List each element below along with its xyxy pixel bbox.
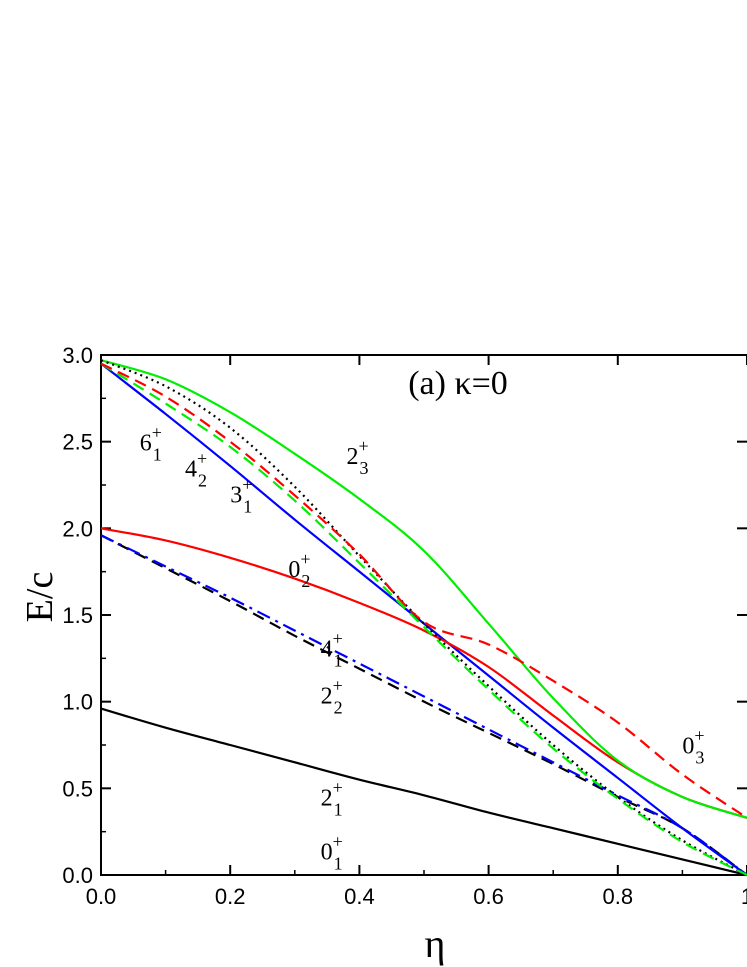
state-label-2: 3+ 1 <box>230 474 252 516</box>
plot-axes: 0.0 0.2 0.4 0.6 0.8 1 0.0 0.5 1.0 1.5 2.0 2.5 3.0 <box>62 343 747 909</box>
plot-frame <box>100 354 747 876</box>
x-axis-label: η <box>425 921 446 966</box>
state-label-3: 2+ 3 <box>346 436 368 478</box>
state-label-8: 2+ 1 <box>321 778 343 820</box>
series-line-0 <box>100 707 747 877</box>
y-tick-label: 1.0 <box>62 690 93 715</box>
series-line-4 <box>100 527 747 819</box>
state-label-5: 4+ 1 <box>321 629 343 671</box>
x-tick-label: 0.8 <box>603 884 634 909</box>
x-tick-label: 0.0 <box>86 884 117 909</box>
annotation-layer: 6+ 1 4+ 2 3+ 1 2+ 3 0+ 2 4+ 1 2+ 2 0+ 3 2+ 1 0+ 1 <box>140 422 705 873</box>
y-tick-label: 0.0 <box>62 863 93 888</box>
y-tick-label: 2.0 <box>62 516 93 541</box>
x-tick-label: 0.6 <box>473 884 504 909</box>
state-label-6: 2+ 2 <box>321 675 343 717</box>
state-label-9: 0+ 1 <box>321 831 343 873</box>
y-tick-label: 3.0 <box>62 343 93 368</box>
y-axis-label: E/c <box>19 572 61 623</box>
x-tick-label: 1 <box>741 884 747 909</box>
series-line-8 <box>100 362 747 819</box>
y-tick-label: 1.5 <box>62 603 93 628</box>
series-layer <box>100 359 747 877</box>
y-tick-label: 0.5 <box>62 776 93 801</box>
series-line-2 <box>100 534 747 876</box>
panel-label: (a) κ=0 <box>408 365 508 402</box>
series-line-7 <box>100 362 747 876</box>
x-tick-label: 0.4 <box>344 884 375 909</box>
state-label-1: 4+ 2 <box>185 448 207 490</box>
x-tick-label: 0.2 <box>215 884 246 909</box>
series-line-6 <box>100 359 747 876</box>
state-label-0: 6+ 1 <box>140 422 162 464</box>
series-line-3 <box>100 362 747 876</box>
state-label-4: 0+ 2 <box>288 549 310 591</box>
y-tick-label: 2.5 <box>62 430 93 455</box>
series-line-1 <box>100 534 747 876</box>
series-line-5 <box>100 359 747 819</box>
state-label-7: 0+ 3 <box>682 726 704 768</box>
